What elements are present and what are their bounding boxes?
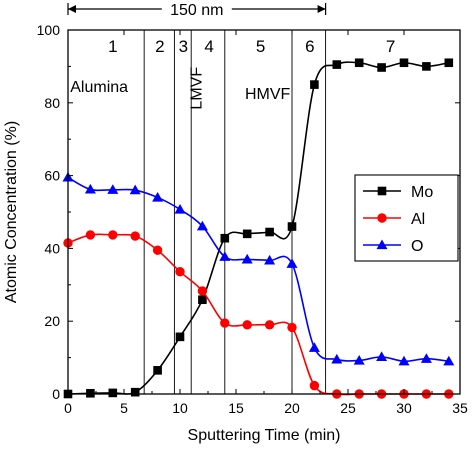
data-point-mo	[130, 387, 140, 397]
thickness-label: 150 nm	[170, 2, 223, 19]
data-point-al	[130, 231, 140, 241]
region-number-1: 1	[108, 37, 117, 56]
phase-label-hmvf: HMVF	[245, 86, 291, 103]
data-point-o	[196, 220, 208, 231]
x-tick-label: 30	[396, 400, 412, 416]
series-o	[62, 171, 455, 366]
legend-label-mo: Mo	[411, 184, 433, 201]
data-point-o	[174, 203, 186, 214]
data-point-o	[219, 251, 231, 261]
legend-label-al: Al	[411, 211, 425, 228]
x-tick-label: 0	[64, 400, 72, 416]
thickness-arrow-left	[68, 5, 76, 13]
legend-box	[354, 174, 459, 262]
phase-label-lmvf: LMVF	[188, 67, 205, 110]
data-point-o	[308, 342, 320, 352]
data-point-mo	[265, 227, 274, 237]
data-point-al	[242, 320, 252, 330]
data-point-mo	[153, 366, 162, 375]
data-point-o	[420, 353, 432, 363]
thickness-annotation: 150 nm	[67, 0, 327, 19]
data-point-mo	[86, 388, 95, 398]
data-point-mo	[287, 222, 297, 231]
data-point-o	[241, 253, 253, 264]
data-point-mo	[354, 58, 364, 68]
region-number-7: 7	[386, 37, 395, 56]
thickness-arrow-right	[317, 5, 326, 13]
data-point-mo	[220, 233, 230, 243]
x-tick-label: 20	[284, 400, 300, 416]
legend-marker-mo	[377, 186, 387, 196]
data-point-al	[264, 320, 275, 330]
y-tick-label: 0	[52, 386, 60, 402]
data-point-al	[220, 318, 230, 328]
data-point-mo	[332, 60, 342, 69]
data-point-o	[264, 254, 276, 265]
data-point-mo	[444, 58, 454, 68]
data-point-o	[353, 355, 365, 365]
y-tick-label: 100	[37, 22, 61, 38]
y-tick-label: 20	[44, 313, 60, 329]
data-point-al	[287, 322, 297, 333]
region-number-6: 6	[305, 37, 314, 56]
y-tick-label: 80	[44, 95, 60, 111]
series-mo	[63, 58, 454, 399]
data-point-o	[84, 183, 96, 194]
legend: Mo Al O	[354, 174, 459, 262]
x-tick-label: 35	[452, 400, 468, 416]
data-point-o	[286, 258, 298, 268]
data-point-al	[152, 245, 163, 255]
data-point-mo	[175, 332, 185, 342]
region-number-3: 3	[179, 37, 188, 56]
x-axis-title: Sputtering Time (min)	[188, 427, 341, 444]
data-point-o	[107, 184, 119, 194]
data-point-o	[398, 355, 410, 366]
y-tick-label: 40	[44, 240, 60, 256]
data-point-mo	[377, 63, 386, 72]
x-tick-label: 15	[228, 400, 244, 416]
data-point-mo	[310, 80, 319, 89]
x-tick-label: 5	[120, 400, 128, 416]
data-point-mo	[422, 62, 431, 71]
data-point-o	[152, 191, 164, 202]
y-tick-label: 60	[44, 168, 60, 184]
data-point-o	[376, 351, 388, 361]
x-tick-label: 10	[172, 400, 188, 416]
region-number-5: 5	[256, 37, 265, 56]
data-point-o	[331, 353, 343, 364]
data-point-mo	[242, 229, 252, 239]
data-point-mo	[399, 58, 409, 68]
region-number-2: 2	[155, 37, 164, 56]
data-point-mo	[108, 388, 118, 398]
thickness-label-backdrop	[161, 0, 232, 18]
region-number-4: 4	[204, 37, 213, 56]
region-layer: 1 2 3 4 5 6 7 Alumina LMVF HMVF	[70, 30, 395, 394]
data-point-al	[108, 230, 118, 240]
data-point-al	[175, 266, 185, 277]
data-point-al	[309, 380, 320, 391]
legend-label-o: O	[411, 238, 423, 255]
y-axis-title: Atomic Concentration (%)	[3, 121, 20, 303]
data-point-o	[443, 355, 455, 366]
data-point-mo	[198, 295, 207, 305]
data-point-o	[129, 184, 141, 195]
x-tick-label: 25	[340, 400, 356, 416]
data-point-al	[85, 230, 96, 240]
legend-marker-al	[377, 213, 387, 223]
phase-label-alumina: Alumina	[70, 79, 128, 96]
data-point-al	[197, 286, 208, 296]
legend-marker-o	[376, 239, 388, 250]
